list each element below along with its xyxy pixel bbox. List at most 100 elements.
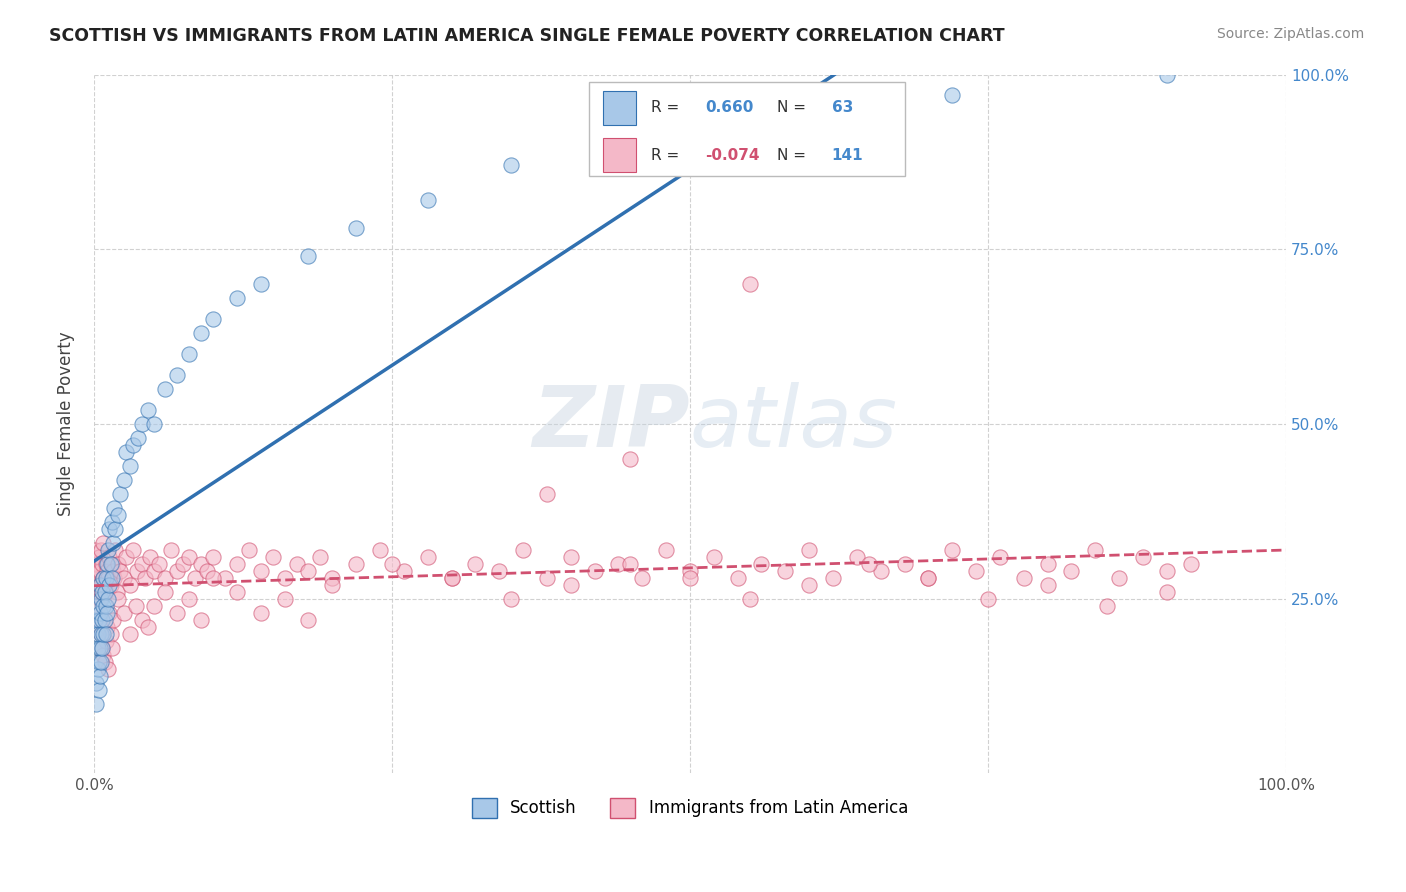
Point (1132, 549, 1154, 564)
Point (190, 613, 212, 627)
Point (155, 382, 177, 396)
Point (87, 549, 110, 564)
Point (112, 606, 135, 620)
Point (941, 88, 963, 103)
Point (988, 549, 1011, 564)
Point (917, 571, 939, 585)
Point (309, 549, 332, 564)
Point (190, 557, 212, 571)
Point (89, 613, 111, 627)
Point (97, 542, 120, 557)
Point (93, 655, 115, 669)
Point (87, 655, 110, 669)
Point (917, 571, 939, 585)
Point (101, 557, 124, 571)
Point (1156, 68, 1178, 82)
Point (440, 571, 463, 585)
Point (86, 557, 108, 571)
Point (869, 564, 891, 578)
Point (115, 445, 138, 459)
Point (134, 571, 156, 585)
Point (166, 606, 188, 620)
Point (488, 564, 510, 578)
Point (98, 549, 121, 564)
Point (166, 368, 188, 382)
Point (977, 591, 1000, 606)
Point (262, 549, 284, 564)
Point (139, 549, 162, 564)
Text: -0.074: -0.074 (706, 147, 759, 162)
Point (96, 606, 118, 620)
Point (142, 564, 165, 578)
Point (86, 564, 108, 578)
Point (93, 648, 115, 662)
Point (619, 451, 641, 466)
Point (90, 591, 112, 606)
Point (166, 564, 188, 578)
Point (118, 626, 141, 640)
Point (214, 571, 236, 585)
Point (98, 522, 121, 536)
Point (965, 564, 987, 578)
Point (142, 417, 165, 431)
Point (107, 508, 129, 522)
Point (619, 557, 641, 571)
FancyBboxPatch shape (603, 138, 637, 172)
Point (858, 557, 880, 571)
Point (797, 542, 820, 557)
Point (84, 599, 107, 613)
Text: atlas: atlas (690, 383, 898, 466)
Point (86, 599, 108, 613)
Text: 141: 141 (832, 147, 863, 162)
Point (84, 542, 107, 557)
Point (893, 557, 915, 571)
Point (416, 194, 439, 208)
Point (172, 557, 194, 571)
Point (103, 571, 125, 585)
Point (93, 578, 115, 592)
Point (148, 557, 170, 571)
Point (87, 682, 110, 697)
Point (91, 613, 114, 627)
Point (392, 564, 415, 578)
Point (1156, 584, 1178, 599)
Text: Source: ZipAtlas.com: Source: ZipAtlas.com (1216, 27, 1364, 41)
Point (250, 606, 273, 620)
Point (91, 584, 114, 599)
Point (583, 564, 606, 578)
Point (101, 640, 124, 655)
Point (101, 613, 124, 627)
Text: R =: R = (651, 101, 683, 115)
Point (1180, 557, 1202, 571)
Point (195, 564, 218, 578)
Point (179, 591, 201, 606)
Point (86, 662, 108, 676)
Point (321, 578, 343, 592)
Point (104, 522, 127, 536)
Text: R =: R = (651, 147, 683, 162)
Point (100, 578, 122, 592)
Point (100, 557, 122, 571)
Point (94, 571, 117, 585)
Point (105, 584, 128, 599)
Point (131, 557, 153, 571)
Point (1156, 564, 1178, 578)
Point (122, 438, 145, 452)
Point (273, 571, 295, 585)
Point (202, 549, 225, 564)
Point (775, 564, 797, 578)
Point (112, 571, 135, 585)
Point (560, 578, 582, 592)
Point (512, 542, 534, 557)
Point (344, 221, 367, 235)
Point (86, 584, 108, 599)
Point (703, 549, 725, 564)
Point (122, 542, 145, 557)
Point (94, 599, 117, 613)
Point (142, 599, 165, 613)
Point (136, 403, 159, 417)
Point (93, 626, 115, 640)
Point (607, 557, 630, 571)
Point (86, 697, 108, 711)
Text: N =: N = (778, 147, 811, 162)
